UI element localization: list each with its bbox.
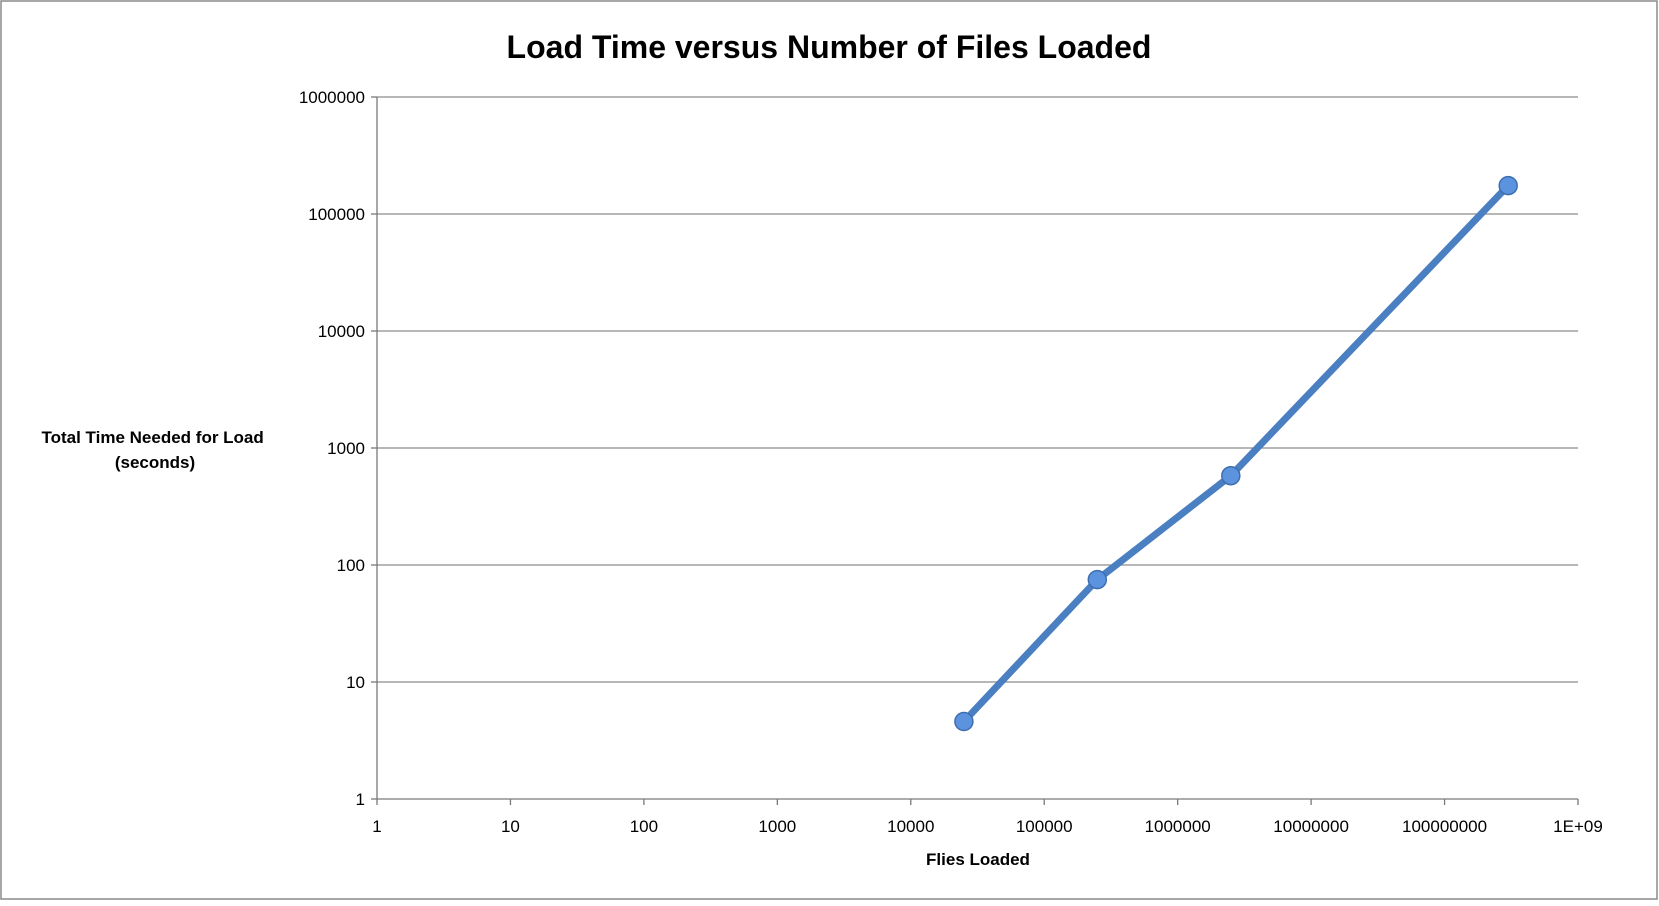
data-point bbox=[1221, 465, 1241, 486]
y-tick-label: 1 bbox=[356, 790, 365, 809]
y-tick-label: 1000000 bbox=[299, 88, 365, 107]
x-tick-label: 1E+09 bbox=[1553, 817, 1603, 836]
x-tick-label: 100 bbox=[630, 817, 658, 836]
x-tick-label: 10000000 bbox=[1273, 817, 1349, 836]
x-tick-label: 100000 bbox=[1016, 817, 1073, 836]
y-tick-labels: 1 10 100 1000 10000 100000 1000000 bbox=[299, 88, 365, 809]
x-tick-labels: 1 10 100 1000 10000 100000 1000000 10000000 1000… bbox=[372, 817, 1603, 836]
y-tick-label: 1000 bbox=[327, 439, 365, 458]
series-line bbox=[960, 182, 1512, 725]
gridlines bbox=[377, 96, 1578, 683]
x-tick-label: 10 bbox=[501, 817, 520, 836]
series-layer bbox=[954, 175, 1518, 732]
y-axis-title-line-1: Total Time Needed for Load bbox=[41, 428, 263, 447]
x-tick-label: 10000 bbox=[887, 817, 934, 836]
y-tick-label: 100000 bbox=[308, 205, 365, 224]
x-tick-label: 1000000 bbox=[1145, 817, 1211, 836]
x-tick-label: 100000000 bbox=[1402, 817, 1487, 836]
data-point bbox=[1087, 569, 1108, 590]
data-point bbox=[1498, 175, 1518, 196]
y-tick-label: 10000 bbox=[318, 322, 365, 341]
y-tick-label: 100 bbox=[337, 556, 365, 575]
axes bbox=[371, 96, 1579, 805]
y-axis-title-line-2: (seconds) bbox=[115, 453, 195, 472]
y-axis-title: Total Time Needed for Load (seconds) bbox=[41, 428, 268, 472]
y-tick-label: 10 bbox=[346, 673, 365, 692]
data-point bbox=[954, 711, 974, 732]
x-tick-label: 1000 bbox=[758, 817, 796, 836]
chart-title: Load Time versus Number of Files Loaded bbox=[507, 29, 1152, 65]
x-tick-label: 1 bbox=[372, 817, 381, 836]
x-axis-title: Flies Loaded bbox=[926, 850, 1030, 869]
